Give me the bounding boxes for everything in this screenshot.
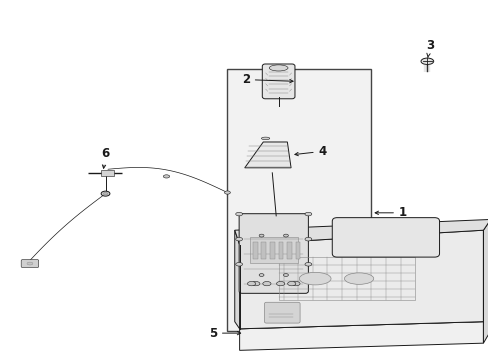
FancyBboxPatch shape (264, 302, 300, 323)
Polygon shape (244, 142, 290, 168)
Ellipse shape (344, 273, 373, 284)
FancyBboxPatch shape (21, 260, 39, 267)
Ellipse shape (259, 234, 264, 237)
FancyBboxPatch shape (239, 214, 308, 293)
Ellipse shape (305, 262, 311, 266)
Ellipse shape (224, 191, 230, 194)
FancyBboxPatch shape (262, 64, 294, 99)
Ellipse shape (276, 282, 284, 286)
Ellipse shape (103, 192, 107, 195)
Ellipse shape (305, 237, 311, 241)
Ellipse shape (287, 282, 295, 286)
Ellipse shape (299, 273, 330, 285)
Bar (278, 242, 283, 259)
Ellipse shape (291, 282, 300, 286)
Ellipse shape (235, 212, 242, 216)
Text: 4: 4 (294, 145, 326, 158)
FancyBboxPatch shape (331, 218, 439, 257)
Polygon shape (239, 309, 488, 329)
Bar (269, 242, 274, 259)
Ellipse shape (235, 262, 242, 266)
Ellipse shape (235, 237, 242, 241)
Polygon shape (234, 230, 239, 329)
Polygon shape (239, 321, 483, 350)
Ellipse shape (163, 175, 169, 178)
Ellipse shape (101, 191, 110, 196)
Text: 5: 5 (208, 327, 240, 339)
Bar (101, 170, 114, 176)
Ellipse shape (420, 58, 433, 64)
Ellipse shape (259, 274, 264, 276)
Bar (278, 257, 414, 300)
Ellipse shape (262, 282, 270, 286)
Ellipse shape (269, 65, 287, 71)
Text: 3: 3 (425, 39, 433, 58)
Bar (227, 69, 370, 330)
Ellipse shape (247, 282, 255, 286)
Bar (252, 242, 257, 259)
Polygon shape (483, 220, 488, 343)
Bar (295, 242, 300, 259)
Ellipse shape (251, 282, 260, 286)
Polygon shape (239, 230, 483, 329)
Text: 1: 1 (374, 206, 406, 219)
Bar (249, 237, 297, 263)
Ellipse shape (27, 262, 33, 265)
Ellipse shape (261, 137, 269, 140)
Bar (261, 242, 266, 259)
Polygon shape (234, 220, 488, 244)
Ellipse shape (283, 274, 288, 276)
Ellipse shape (283, 234, 288, 237)
Ellipse shape (305, 212, 311, 216)
Text: 6: 6 (101, 147, 109, 168)
Bar (286, 242, 291, 259)
Text: 2: 2 (241, 73, 292, 86)
